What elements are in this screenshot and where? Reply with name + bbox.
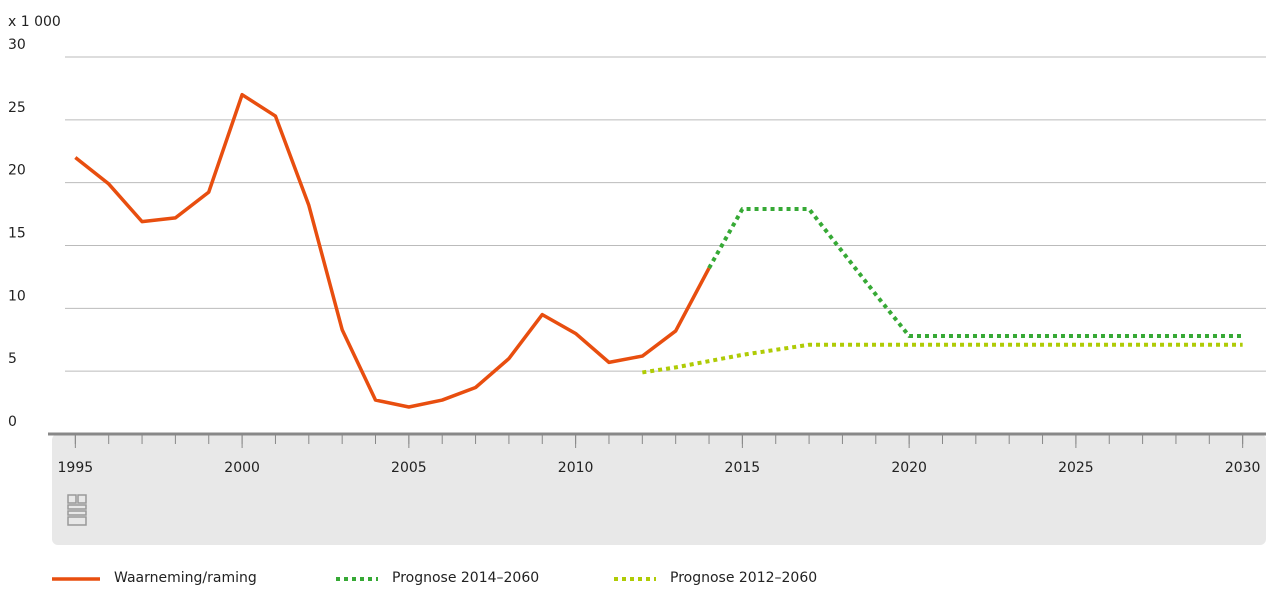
y-tick-label: 15 — [8, 226, 26, 242]
axis-band — [52, 434, 1266, 545]
x-tick-label: 2000 — [224, 460, 260, 476]
y-tick-label: 30 — [8, 37, 26, 53]
unit-label: x 1 000 — [8, 14, 61, 30]
y-tick-label: 20 — [8, 163, 26, 179]
series-line — [642, 342, 1243, 375]
x-tick-label: 2020 — [891, 460, 927, 476]
x-tick-label: 2015 — [725, 460, 761, 476]
series-line — [707, 207, 1243, 338]
y-tick-label: 5 — [8, 351, 17, 367]
x-tick-label: 2025 — [1058, 460, 1094, 476]
y-tick-label: 25 — [8, 100, 26, 116]
x-tick-label: 2030 — [1225, 460, 1261, 476]
x-tick-label: 2010 — [558, 460, 594, 476]
logo — [67, 494, 87, 526]
legend-label: Waarneming/raming — [114, 570, 257, 586]
x-tick-label: 2005 — [391, 460, 427, 476]
series-line — [74, 92, 711, 409]
y-tick-label: 0 — [8, 414, 17, 430]
legend-label: Prognose 2012–2060 — [670, 570, 817, 586]
y-tick-label: 10 — [8, 288, 26, 304]
legend-label: Prognose 2014–2060 — [392, 570, 539, 586]
x-tick-label: 1995 — [58, 460, 94, 476]
